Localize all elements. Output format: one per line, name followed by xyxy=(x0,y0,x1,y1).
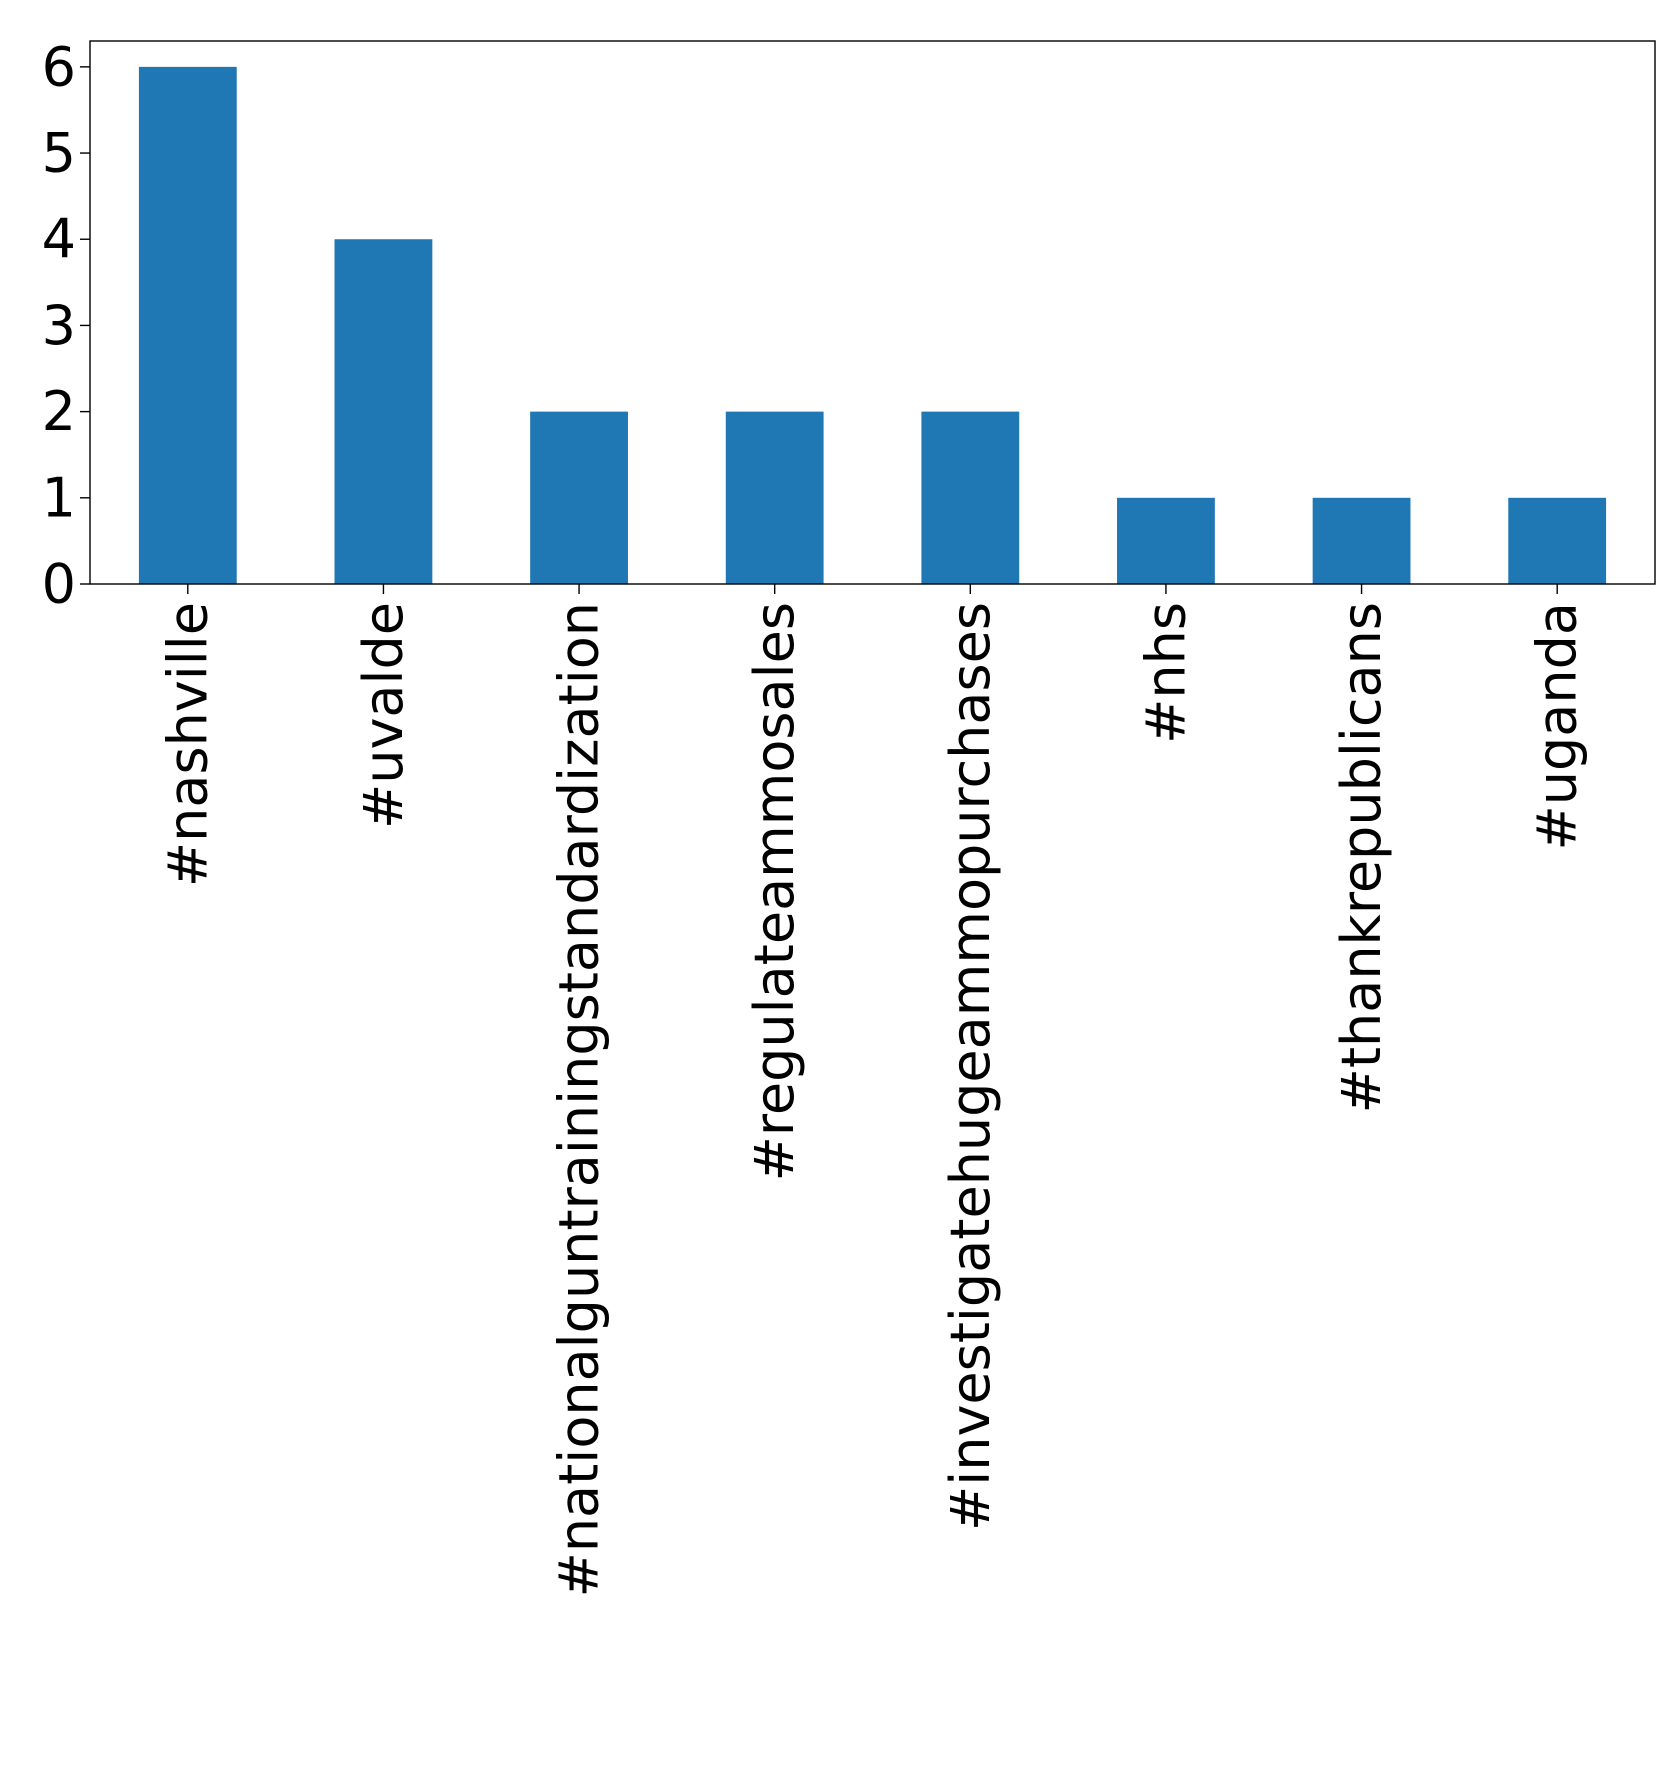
bar xyxy=(1508,497,1607,584)
y-tick-label: 1 xyxy=(42,466,76,529)
y-tick-label: 4 xyxy=(42,208,76,271)
x-tick-label: #nationalguntrainingstandardization xyxy=(548,602,611,1597)
x-tick-label: #regulateammosales xyxy=(743,602,806,1181)
x-tick-label: #thankrepublicans xyxy=(1330,602,1393,1113)
x-axis: #nashville #uvalde #nationalguntrainingsta… xyxy=(156,584,1589,1597)
bar xyxy=(725,411,824,584)
x-tick-label: #nhs xyxy=(1134,602,1197,744)
y-tick-label: 3 xyxy=(42,294,76,357)
bar xyxy=(138,66,237,585)
x-tick-label: #investigatehugeammopurchases xyxy=(939,602,1002,1531)
bar xyxy=(921,411,1020,584)
y-tick-label: 6 xyxy=(42,35,76,98)
y-tick-label: 5 xyxy=(42,122,76,185)
bar xyxy=(530,411,628,584)
y-tick-label: 2 xyxy=(42,380,76,443)
y-tick-label: 0 xyxy=(42,553,76,616)
bar xyxy=(1117,497,1215,584)
x-tick-label: #uganda xyxy=(1526,602,1589,850)
plot-frame xyxy=(89,40,1656,585)
x-tick-label: #nashville xyxy=(156,602,219,887)
x-tick-label: #uvalde xyxy=(352,602,415,829)
y-axis: 0 1 2 3 4 5 6 xyxy=(42,35,90,616)
bar xyxy=(334,239,433,585)
bars-group xyxy=(138,66,1607,585)
bar xyxy=(1312,497,1411,584)
